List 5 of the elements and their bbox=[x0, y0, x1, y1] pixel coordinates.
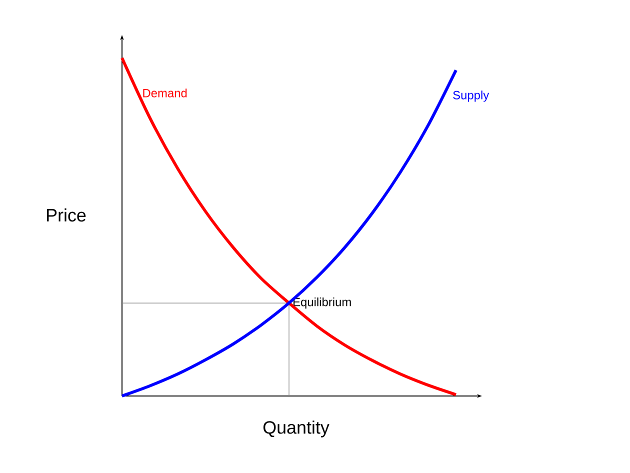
series-label: Supply bbox=[453, 90, 490, 102]
annotation: Equilibrium bbox=[294, 297, 351, 309]
y-axis-title: Price bbox=[47, 208, 86, 222]
series-label: Demand bbox=[143, 88, 187, 98]
x-axis-title: Quantity bbox=[263, 420, 330, 438]
